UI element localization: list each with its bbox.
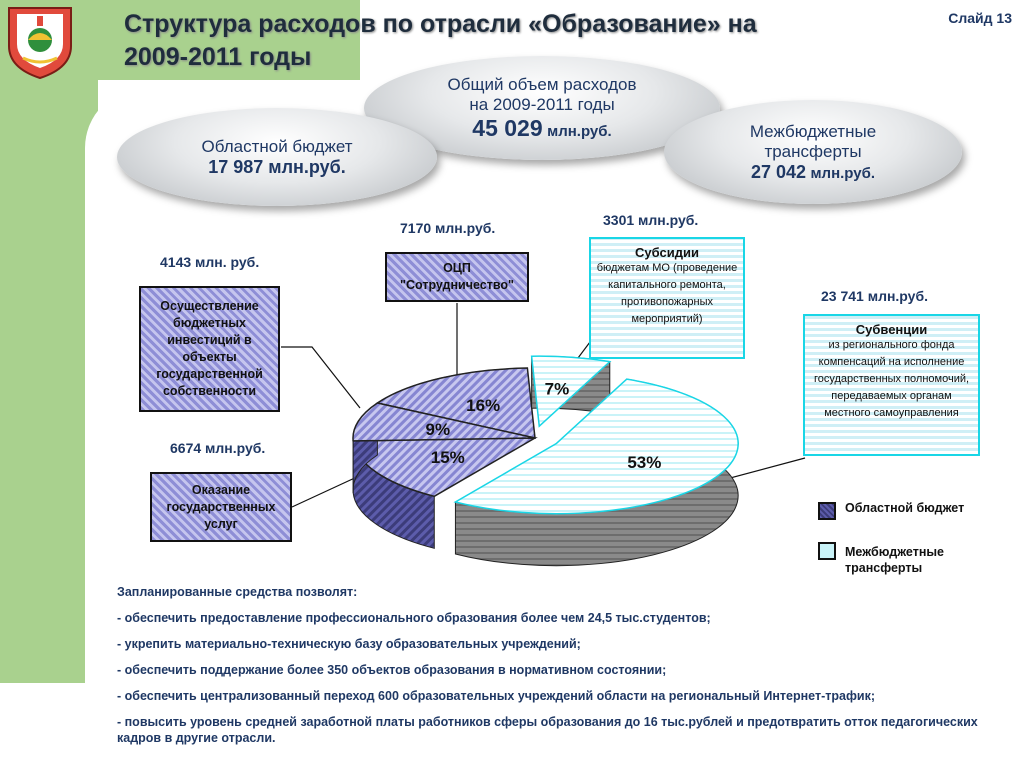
- ocp-text: ОЦП "Сотрудничество": [400, 261, 514, 292]
- pie-slice-label: 7%: [545, 379, 570, 398]
- total-value: 45 029: [472, 114, 543, 141]
- subventions-box: Субвенции из регионального фонда компенс…: [803, 314, 980, 456]
- services-box: Оказание государственных услуг: [150, 472, 292, 542]
- pie-slice-label: 9%: [426, 420, 451, 439]
- pie-slice: [453, 378, 739, 515]
- legend-transfers-label: Межбюджетные трансферты: [845, 545, 945, 575]
- subsidies-heading: Субсидии: [635, 245, 699, 260]
- subsidies-text: бюджетам МО (проведение капитального рем…: [596, 262, 738, 325]
- side-band: [0, 0, 98, 683]
- pie-slice: [530, 355, 612, 428]
- result-item: - обеспечить поддержание более 350 объек…: [117, 663, 667, 677]
- result-item: - обеспечить предоставление профессионал…: [117, 611, 711, 625]
- total-line-2: на 2009-2011 годы: [469, 94, 615, 114]
- transfers-unit: млн.руб.: [810, 164, 876, 182]
- legend-transfers-swatch: [818, 542, 836, 560]
- result-item: - повысить уровень средней заработной пл…: [117, 715, 978, 745]
- title-line-1: Структура расходов по отрасли «Образован…: [124, 10, 757, 38]
- subventions-amount: 23 741 млн.руб.: [821, 288, 928, 304]
- legend-regional-label: Областной бюджет: [845, 501, 965, 515]
- coat-of-arms-icon: [8, 7, 72, 80]
- ocp-amount: 7170 млн.руб.: [400, 220, 496, 236]
- title-line-2: 2009-2011 годы: [124, 43, 312, 71]
- pie-slice-label: 53%: [627, 453, 661, 472]
- invest-box: Осуществление бюджетных инвестиций в объ…: [139, 286, 280, 412]
- ocp-box: ОЦП "Сотрудничество": [385, 252, 529, 302]
- regional-budget-pill: Областной бюджет 17 987 млн.руб.: [117, 108, 437, 206]
- transfers-pill: Межбюджетные трансферты 27 042 млн.руб.: [664, 100, 962, 204]
- slide-title: Структура расходов по отрасли «Образован…: [124, 8, 757, 74]
- subventions-heading: Субвенции: [855, 322, 928, 337]
- pie-slice: [375, 367, 536, 439]
- subventions-text: из регионального фонда компенсаций на ис…: [813, 339, 970, 419]
- subsidies-box: Субсидии бюджетам МО (проведение капитал…: [589, 237, 745, 359]
- services-text: Оказание государственных услуг: [166, 482, 276, 531]
- regional-label: Областной бюджет: [201, 136, 353, 156]
- pie-slice: [352, 402, 536, 442]
- result-item: - укрепить материально-техническую базу …: [117, 637, 581, 651]
- transfers-value: 27 042: [750, 161, 806, 182]
- regional-value: 17 987 млн.руб.: [208, 156, 346, 177]
- pie-slice-label: 16%: [466, 396, 500, 415]
- pie-slices: 16% 7% 53% 15% 9%: [352, 355, 739, 567]
- total-line-1: Общий объем расходов: [447, 74, 637, 94]
- results-intro: Запланированные средства позволят:: [117, 585, 358, 599]
- transfers-line-1: Межбюджетные: [749, 121, 877, 141]
- invest-text: Осуществление бюджетных инвестиций в объ…: [156, 299, 263, 398]
- total-unit: млн.руб.: [547, 122, 612, 140]
- subsidies-amount: 3301 млн.руб.: [603, 212, 699, 228]
- services-amount: 6674 млн.руб.: [170, 440, 266, 456]
- slide-number: Слайд 13: [948, 10, 1012, 26]
- invest-amount: 4143 млн. руб.: [160, 254, 260, 270]
- pie-slice-label: 15%: [431, 448, 465, 467]
- result-item: - обеспечить централизованный переход 60…: [117, 689, 875, 703]
- transfers-line-2: трансферты: [764, 141, 862, 161]
- planned-results: Запланированные средства позволят: - обе…: [117, 584, 997, 756]
- legend-regional-swatch: [818, 502, 836, 520]
